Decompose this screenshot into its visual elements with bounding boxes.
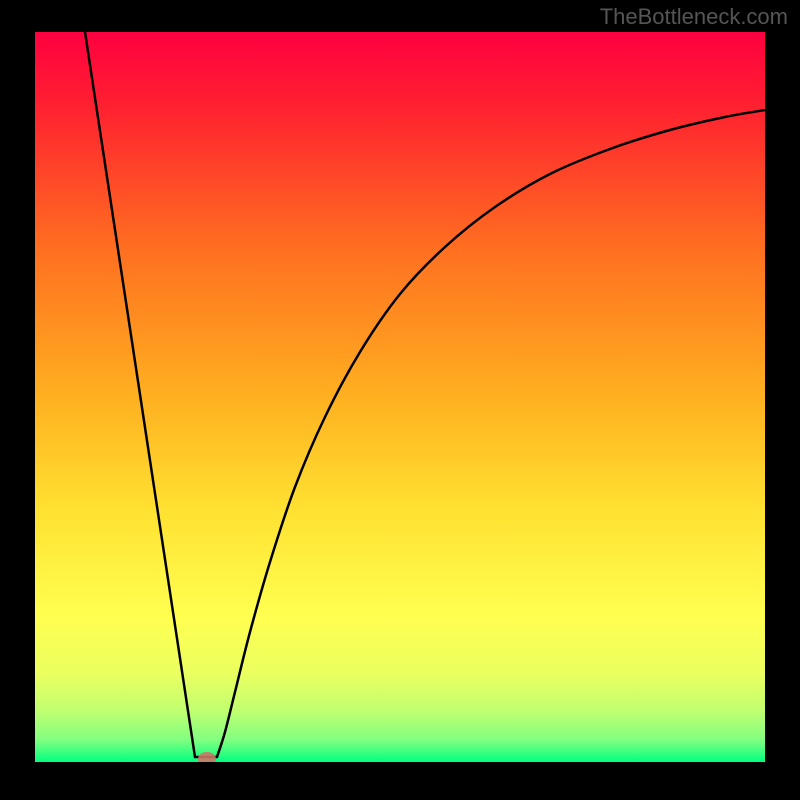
minimum-marker-dot [198, 752, 216, 762]
chart-plot-area [35, 32, 765, 762]
bottleneck-curve [35, 32, 765, 762]
watermark-text: TheBottleneck.com [600, 4, 788, 30]
